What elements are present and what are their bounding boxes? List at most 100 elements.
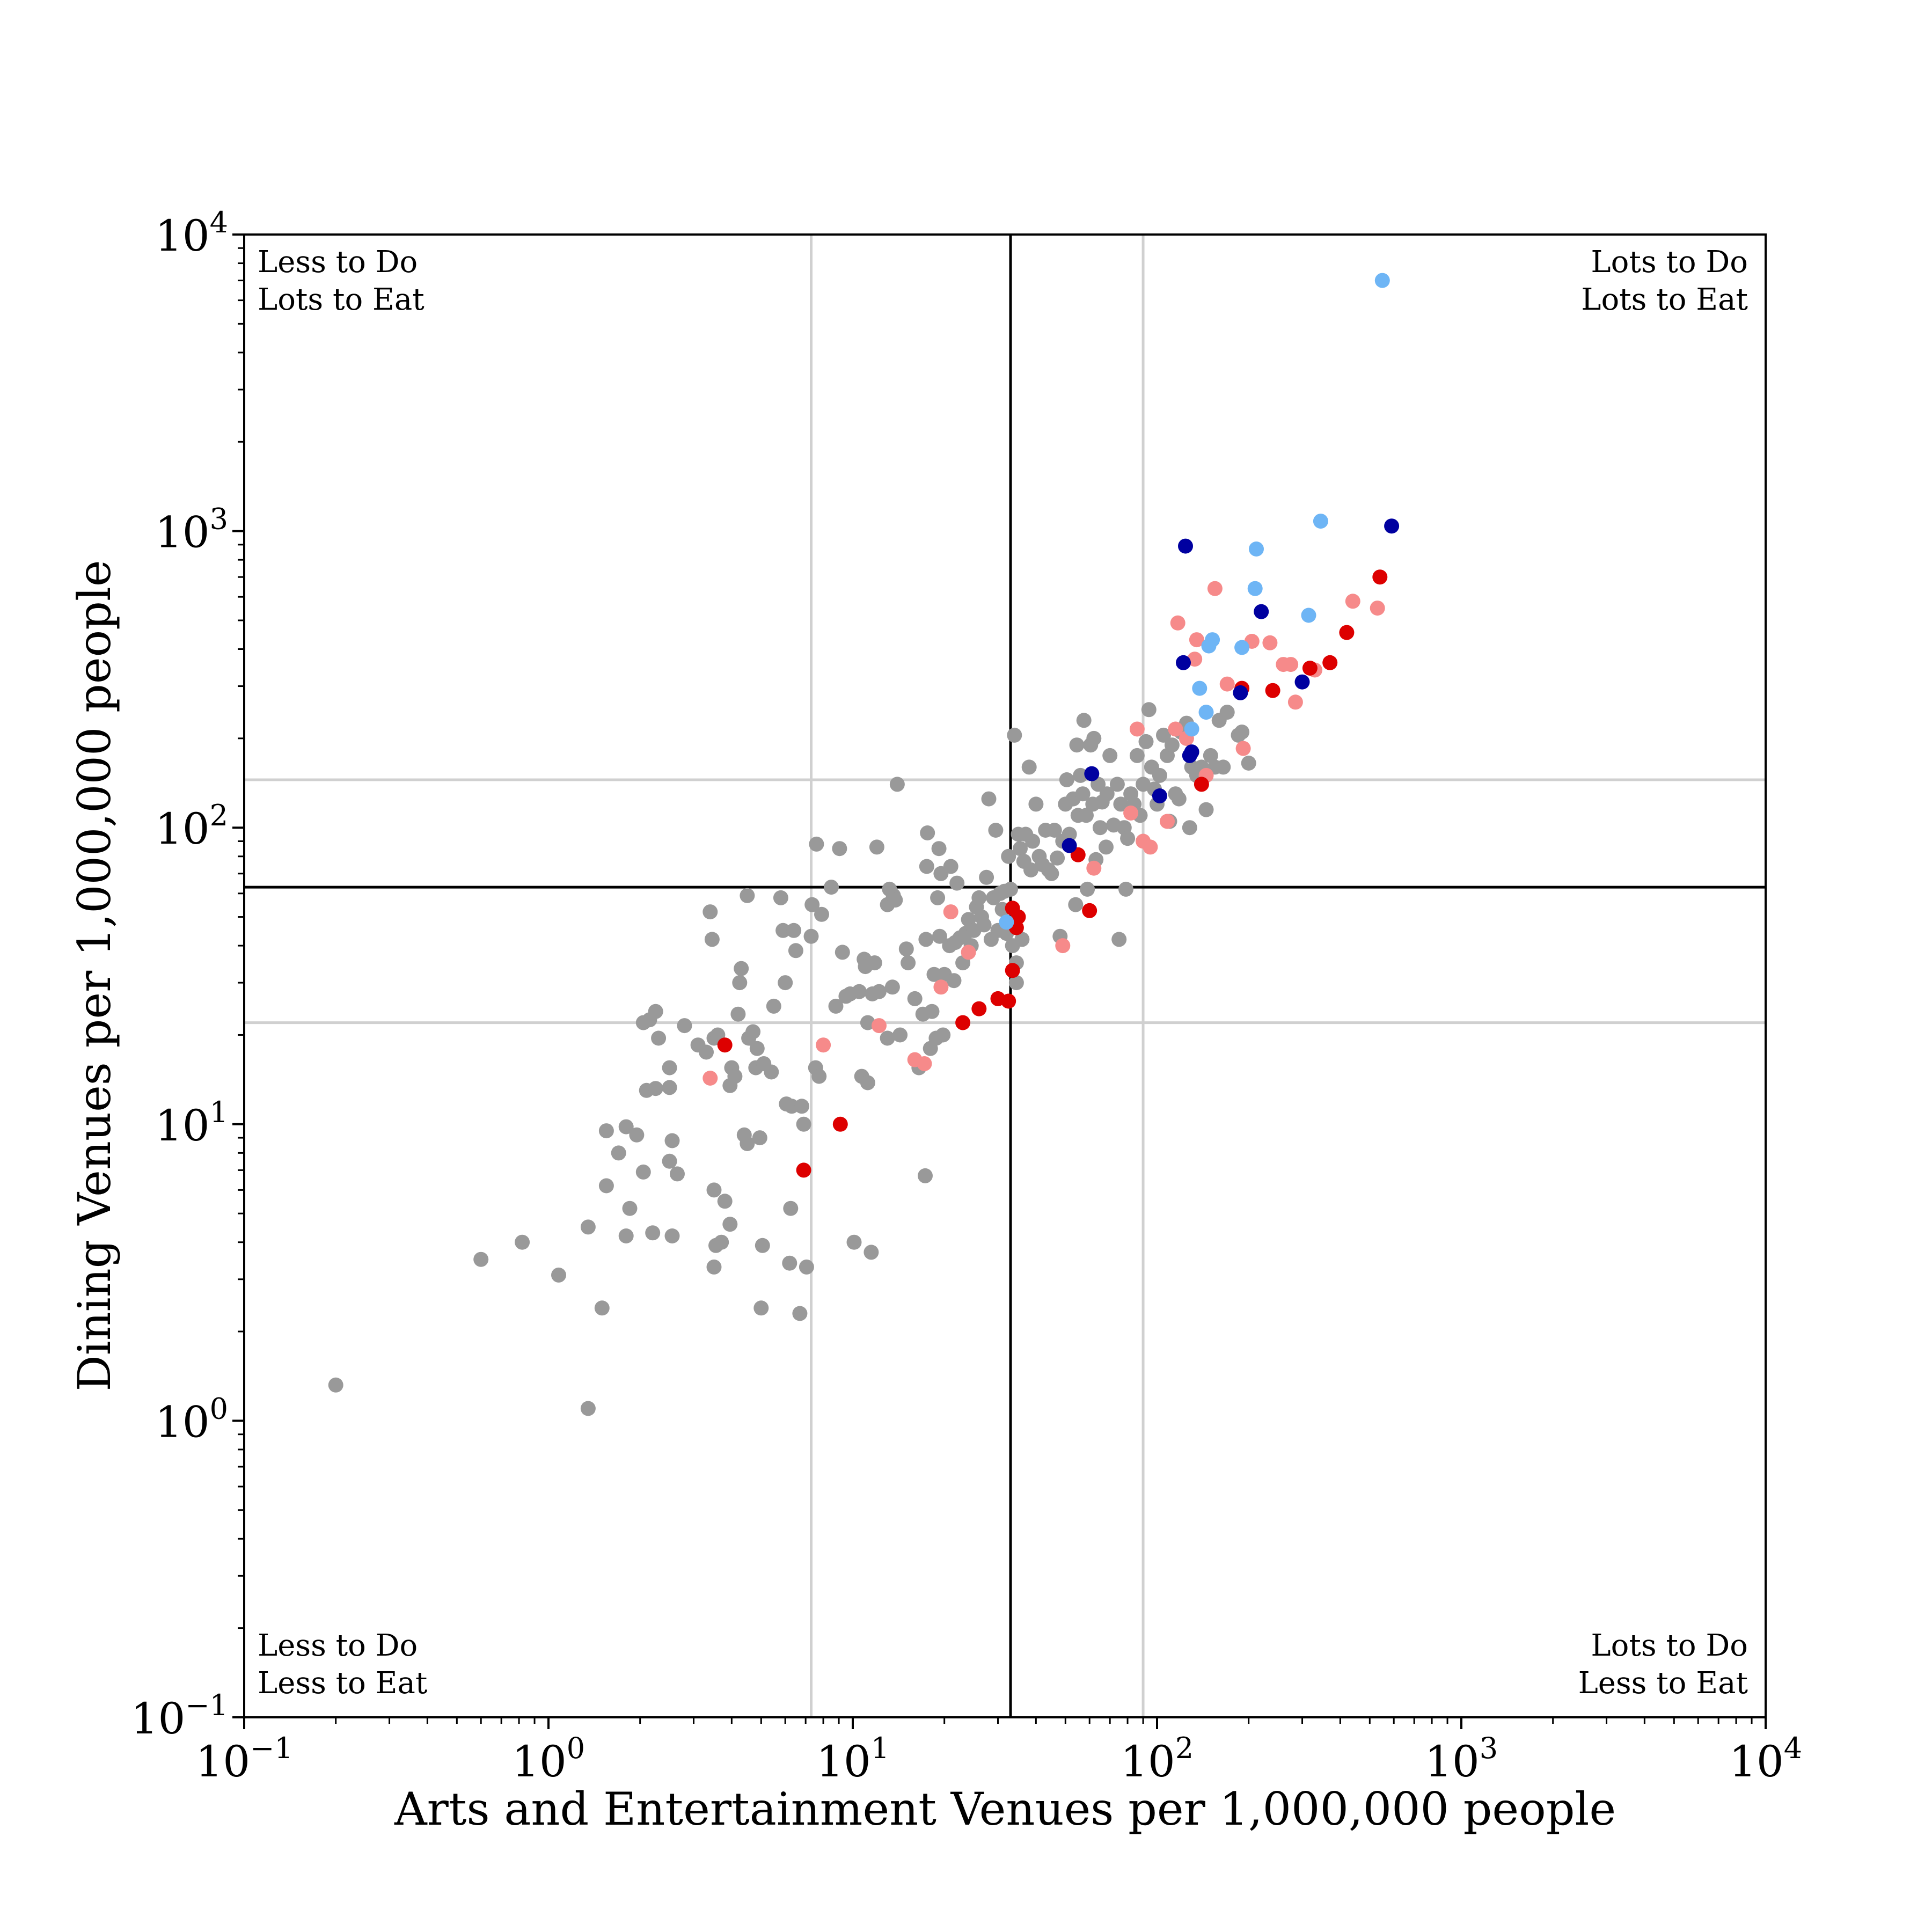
data-point-light_blue [1234, 640, 1250, 655]
data-point-light_blue [1198, 705, 1214, 720]
data-point-light_red [943, 904, 958, 920]
data-point-red [1001, 993, 1016, 1009]
data-point-red [955, 1015, 971, 1030]
data-point-gray [1198, 802, 1214, 817]
data-point-gray [717, 1194, 733, 1209]
data-point-gray [662, 1080, 677, 1095]
data-point-red [1011, 909, 1026, 925]
x-tick-label: 103 [1425, 1731, 1498, 1787]
data-point-gray [1059, 772, 1074, 787]
data-point-gray [662, 1153, 677, 1169]
data-point-gray [778, 975, 793, 991]
data-point-gray [1073, 767, 1088, 783]
data-point-red [1339, 625, 1355, 640]
data-point-gray [981, 791, 997, 807]
data-point-light_red [917, 1056, 932, 1071]
data-point-gray [852, 984, 867, 999]
data-point-gray [1109, 777, 1125, 792]
data-point-gray [740, 888, 755, 903]
data-point-gray [943, 859, 958, 874]
data-point-light_red [1219, 676, 1235, 692]
data-point-gray [782, 1255, 797, 1271]
x-tick-label: 102 [1121, 1731, 1194, 1787]
data-point-gray [1076, 713, 1092, 728]
data-point-gray [749, 1041, 765, 1056]
data-point-gray [598, 1123, 614, 1139]
data-point-light_red [1207, 581, 1223, 596]
quadrant-label-bottom-left-line1: Less to Do [258, 1628, 418, 1663]
data-point-gray [1129, 748, 1145, 763]
data-point-gray [580, 1219, 596, 1235]
data-point-gray [677, 1018, 692, 1034]
quadrant-label-bottom-left-line2: Less to Eat [258, 1666, 428, 1701]
data-point-gray [860, 1015, 875, 1030]
data-point-light_red [1370, 601, 1385, 616]
data-point-gray [788, 943, 803, 958]
data-point-gray [1099, 786, 1115, 802]
data-point-light_red [1287, 694, 1303, 710]
data-point-gray [971, 890, 987, 905]
data-point-gray [930, 890, 946, 905]
data-point-gray [918, 932, 934, 947]
data-point-gray [1068, 897, 1084, 912]
data-point-gray [775, 923, 791, 938]
data-point-light_red [1160, 814, 1175, 829]
data-point-gray [901, 955, 916, 971]
data-point-gray [814, 906, 829, 922]
data-point-light_red [1262, 635, 1278, 650]
data-point-light_red [816, 1037, 831, 1053]
data-point-light_red [702, 1071, 718, 1086]
data-point-gray [670, 1166, 685, 1182]
data-point-gray [907, 991, 923, 1006]
data-point-dark_blue [1062, 838, 1077, 853]
data-point-gray [946, 973, 962, 989]
data-point-gray [722, 1217, 738, 1232]
data-point-gray [1003, 881, 1018, 897]
data-point-red [1194, 777, 1209, 792]
data-point-gray [1141, 702, 1157, 718]
data-point-light_blue [1184, 721, 1199, 737]
data-point-gray [1092, 820, 1108, 836]
data-point-gray [824, 880, 839, 895]
data-point-gray [918, 1168, 933, 1183]
data-point-gray [664, 1133, 680, 1148]
data-point-gray [594, 1300, 610, 1316]
quadrant-label-bottom-right-line2: Less to Eat [1578, 1666, 1748, 1701]
data-point-dark_blue [1152, 788, 1167, 803]
data-point-gray [740, 1136, 755, 1151]
data-point-gray [618, 1228, 634, 1243]
data-point-gray [932, 928, 947, 944]
data-point-gray [794, 1099, 809, 1114]
data-point-gray [920, 825, 935, 840]
data-point-gray [706, 1182, 722, 1198]
data-point-gray [1086, 730, 1102, 746]
data-point-dark_blue [1176, 655, 1191, 670]
data-point-gray [764, 1064, 779, 1080]
data-point-light_blue [1247, 581, 1263, 596]
data-point-dark_blue [1384, 518, 1400, 534]
data-point-gray [755, 1238, 770, 1253]
data-point-gray [1028, 796, 1044, 812]
data-point-gray [1120, 831, 1136, 846]
data-point-dark_blue [1084, 766, 1100, 781]
data-point-gray [935, 1027, 951, 1043]
data-point-gray [869, 839, 884, 855]
data-point-gray [651, 1030, 667, 1046]
x-tick-label: 100 [512, 1731, 585, 1787]
data-point-gray [1075, 786, 1091, 802]
data-point-light_red [1345, 594, 1360, 609]
data-point-light_red [1187, 652, 1203, 667]
data-point-red [971, 1001, 987, 1016]
data-point-gray [949, 875, 965, 891]
data-point-dark_blue [1254, 604, 1269, 619]
data-point-gray [1023, 862, 1038, 877]
data-point-gray [1138, 734, 1154, 749]
data-point-gray [1111, 932, 1127, 947]
quadrant-label-bottom-right-line1: Lots to Do [1591, 1628, 1748, 1663]
data-point-gray [1216, 759, 1231, 775]
data-point-gray [730, 1006, 746, 1022]
data-point-gray [1079, 808, 1094, 823]
data-point-gray [648, 1081, 663, 1096]
data-point-gray [1113, 796, 1129, 812]
data-point-gray [1118, 881, 1133, 897]
